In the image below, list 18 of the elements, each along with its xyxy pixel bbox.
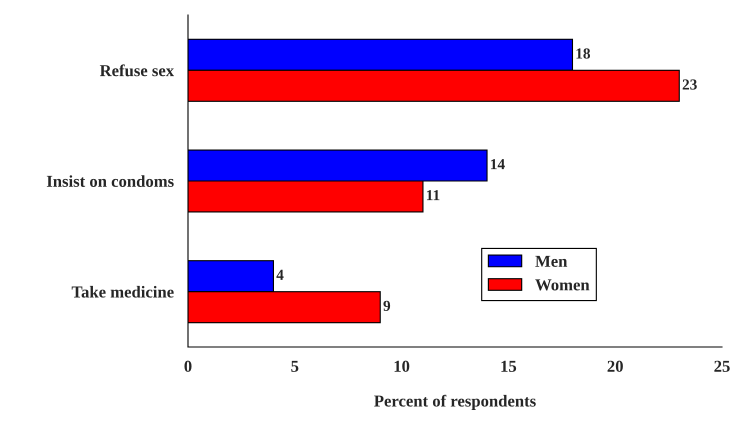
y-tick-label: Take medicine xyxy=(72,286,174,298)
data-label: 11 xyxy=(426,190,440,200)
data-label: 18 xyxy=(576,48,590,59)
x-tick-label: 15 xyxy=(501,360,516,372)
x-tick-label: 10 xyxy=(394,360,410,372)
y-tick-label: Refuse sex xyxy=(100,64,174,76)
legend-label: Women xyxy=(535,279,590,291)
legend-label: Men xyxy=(535,256,568,267)
x-tick-label: 20 xyxy=(608,360,623,372)
x-tick-label: 5 xyxy=(291,360,298,372)
x-tick-label: 25 xyxy=(714,360,730,372)
data-label: 23 xyxy=(682,79,697,90)
data-label: 4 xyxy=(276,270,284,280)
y-tick-label: Insist on condoms xyxy=(46,175,174,187)
data-label: 14 xyxy=(491,159,505,170)
x-axis-title: Percent of respondents xyxy=(374,394,536,410)
x-tick-label: 0 xyxy=(184,360,192,372)
data-label: 9 xyxy=(383,300,390,311)
